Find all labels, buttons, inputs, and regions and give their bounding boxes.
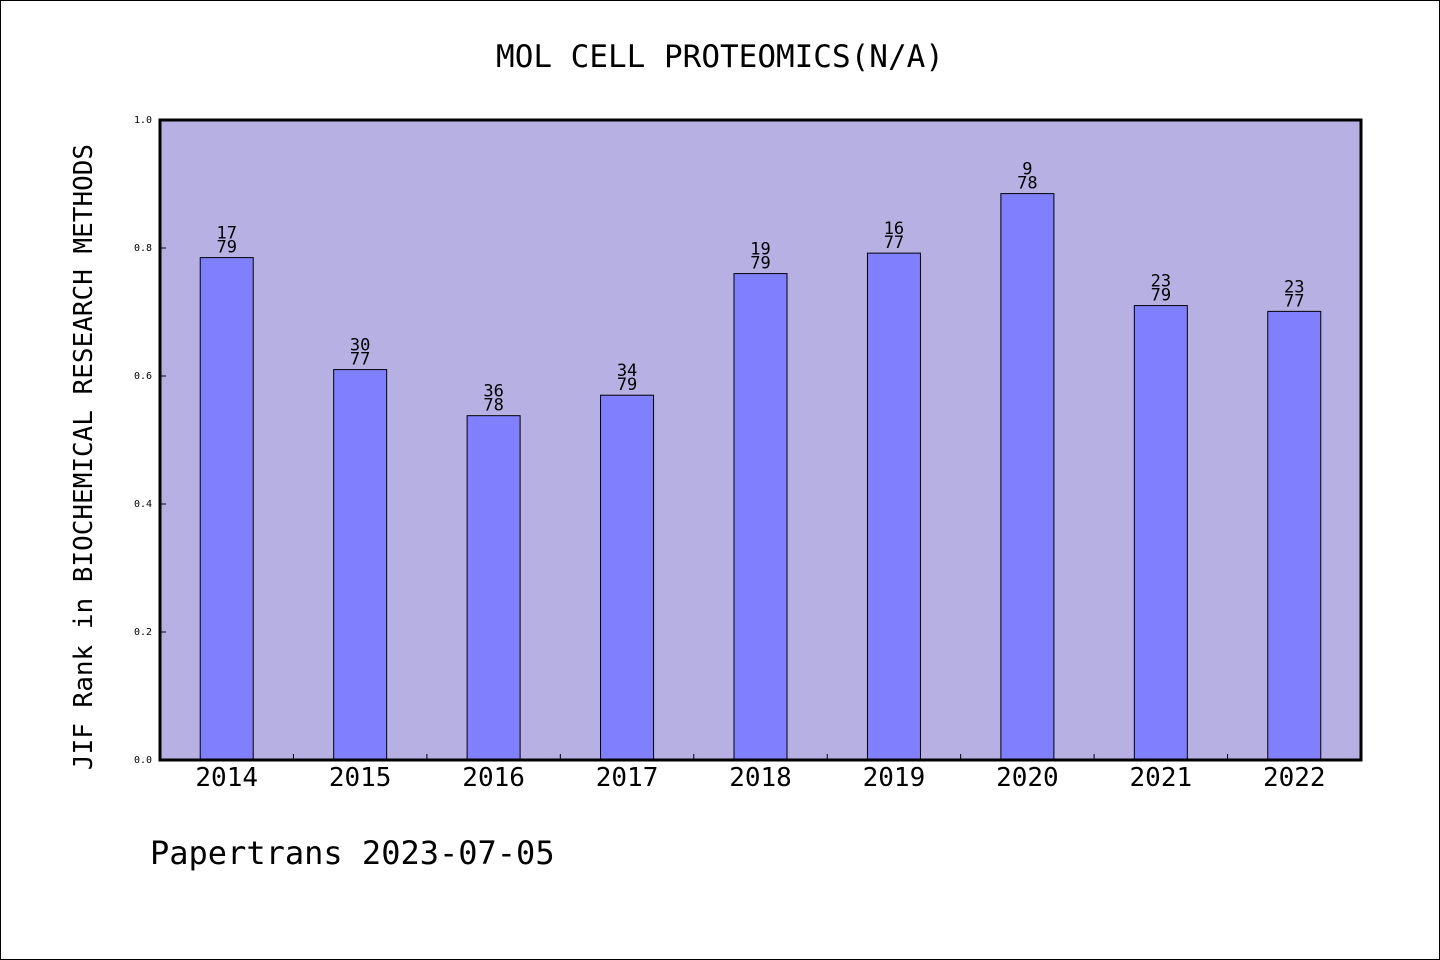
y-tick-label-0.0: 0.0: [134, 755, 152, 766]
total-label-2022: 77: [1284, 291, 1304, 311]
watermark-text: Papertrans 2023-07-05: [150, 834, 555, 872]
x-tick-label-2019: 2019: [863, 763, 926, 793]
x-ticks-layer: 2014 2015 2016 2017 2018 2019 2020 2021 2022: [195, 754, 1326, 793]
rank-label-2022: 23: [1284, 277, 1304, 297]
rank-label-2015: 30: [350, 336, 370, 356]
y-tick-label-0.6: 0.6: [134, 371, 152, 382]
total-label-2015: 77: [350, 350, 370, 370]
total-label-2019: 77: [884, 233, 904, 253]
rank-label-2018: 19: [750, 240, 770, 260]
bar-2016: [466, 415, 521, 761]
x-tick-label-2017: 2017: [596, 763, 659, 793]
x-tick-label-2018: 2018: [729, 763, 792, 793]
y-tick-label-0.2: 0.2: [134, 627, 152, 638]
x-tick-label-2022: 2022: [1263, 763, 1326, 793]
rank-label-2020: 9: [1022, 160, 1032, 180]
bars-layer: [199, 193, 1322, 761]
y-tick-label-0.8: 0.8: [134, 243, 152, 254]
rank-label-2017: 34: [617, 361, 637, 381]
plot-border: [158, 118, 1363, 762]
y-tick-label-0.4: 0.4: [134, 499, 152, 510]
total-label-2016: 78: [483, 396, 503, 416]
total-label-2020: 78: [1017, 174, 1037, 194]
bar-2017: [600, 394, 655, 761]
y-axis-label: JIF Rank in BIOCHEMICAL RESEARCH METHODS: [69, 144, 99, 770]
bar-2021: [1133, 305, 1188, 761]
x-tick-label-2021: 2021: [1130, 763, 1193, 793]
bar-2015: [333, 369, 388, 761]
rank-label-2019: 16: [884, 219, 904, 239]
x-tick-label-2014: 2014: [195, 763, 258, 793]
rank-label-2014: 17: [216, 224, 236, 244]
x-tick-label-2016: 2016: [462, 763, 525, 793]
x-tick-label-2020: 2020: [996, 763, 1059, 793]
total-label-2021: 79: [1151, 286, 1171, 306]
bar-2018: [733, 273, 788, 761]
bar-2019: [866, 252, 921, 761]
total-label-2017: 79: [617, 375, 637, 395]
bar-2020: [1000, 193, 1055, 761]
bar-2014: [199, 257, 254, 761]
y-tick-label-1.0: 1.0: [134, 115, 152, 126]
bar-2022: [1267, 310, 1322, 761]
rank-label-2021: 23: [1151, 272, 1171, 292]
rank-label-2016: 36: [483, 382, 503, 402]
chart-title: MOL CELL PROTEOMICS(N/A): [496, 39, 944, 75]
total-label-2018: 79: [750, 254, 770, 274]
total-label-2014: 79: [216, 238, 236, 258]
x-tick-label-2015: 2015: [329, 763, 392, 793]
